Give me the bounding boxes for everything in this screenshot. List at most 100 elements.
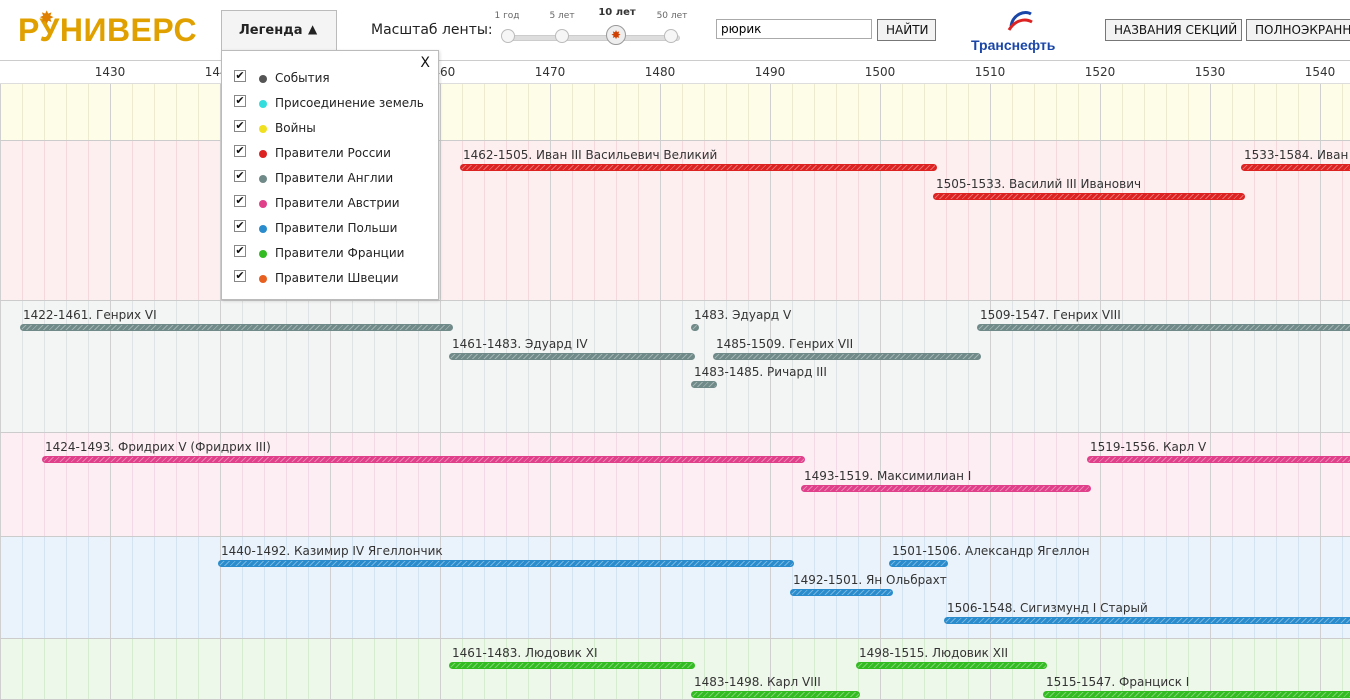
reign-bar[interactable] — [691, 381, 717, 388]
grid-line — [154, 433, 155, 536]
ruler-label[interactable]: 1505-1533. Василий III Иванович — [936, 176, 1142, 191]
ruler-label[interactable]: 1483-1498. Карл VIII — [694, 674, 821, 689]
fullscreen-button[interactable]: ПОЛНОЭКРАННЫЙ — [1246, 19, 1350, 41]
grid-line — [286, 639, 287, 699]
grid-line — [1100, 84, 1101, 140]
ruler-label[interactable]: 1492-1501. Ян Ольбрахт — [793, 572, 947, 587]
ruler-label[interactable]: 1422-1461. Генрих VI — [23, 308, 157, 322]
reign-bar[interactable] — [449, 352, 695, 360]
ruler-label[interactable]: 1440-1492. Казимир IV Ягеллончик — [221, 544, 443, 558]
legend-checkbox[interactable]: ✔ — [234, 69, 246, 82]
grid-line — [946, 84, 947, 140]
grid-line — [0, 301, 1, 432]
ruler-label[interactable]: 1462-1505. Иван III Васильевич Великий — [463, 148, 718, 162]
grid-line — [836, 84, 837, 140]
scale-slider-track[interactable] — [506, 35, 680, 41]
legend-checkbox[interactable]: ✔ — [234, 269, 246, 282]
reign-bar[interactable] — [42, 456, 805, 463]
scale-stop-5-years[interactable] — [555, 29, 569, 43]
close-icon[interactable]: X — [420, 55, 430, 71]
ruler-label[interactable]: 1515-1547. Франциск I — [1046, 674, 1190, 689]
legend-checkbox[interactable]: ✔ — [234, 119, 246, 132]
scale-option-label: 50 лет — [656, 11, 688, 21]
grid-line — [726, 301, 727, 432]
legend-item[interactable]: ✔ Присоединение земель — [234, 92, 434, 112]
grid-line — [176, 141, 177, 300]
grid-line — [0, 639, 1, 699]
search-input[interactable] — [716, 19, 872, 39]
grid-line — [110, 141, 111, 300]
legend-checkbox[interactable]: ✔ — [234, 244, 246, 257]
timeline-area[interactable]: 1462-1505. Иван III Васильевич Великий 15… — [0, 84, 1350, 700]
reign-bar[interactable] — [801, 484, 1091, 492]
ruler-label[interactable]: 1501-1506. Александр Ягеллон — [892, 544, 1090, 558]
grid-line — [1232, 84, 1233, 140]
legend-item[interactable]: ✔ Правители Англии — [234, 167, 434, 187]
reign-bar[interactable] — [1043, 690, 1350, 698]
grid-line — [1144, 301, 1145, 432]
reign-bar[interactable] — [889, 560, 948, 567]
reign-bar[interactable] — [856, 662, 1047, 669]
ruler-label[interactable]: 1485-1509. Генрих VII — [716, 336, 854, 351]
reign-bar[interactable] — [460, 164, 937, 171]
search-button[interactable]: НАЙТИ — [877, 19, 936, 41]
grid-line — [726, 433, 727, 536]
section-names-button[interactable]: НАЗВАНИЯ СЕКЦИЙ — [1105, 19, 1242, 41]
reign-bar[interactable] — [977, 324, 1350, 331]
scale-slider-handle[interactable]: ✸ — [606, 25, 626, 45]
reign-bar[interactable] — [944, 617, 1350, 624]
legend-checkbox[interactable]: ✔ — [234, 144, 246, 157]
ruler-label[interactable]: 1461-1483. Эдуард IV — [452, 336, 588, 351]
reign-bar[interactable] — [20, 324, 453, 331]
reign-bar[interactable] — [713, 352, 981, 360]
reign-bar[interactable] — [691, 690, 860, 698]
reign-bar[interactable] — [790, 588, 893, 596]
legend-color-dot-icon — [259, 225, 267, 233]
legend-checkbox[interactable]: ✔ — [234, 94, 246, 107]
reign-bar[interactable] — [1241, 164, 1350, 171]
scale-stop-50-years[interactable] — [664, 29, 678, 43]
grid-line — [440, 639, 441, 699]
ruler-label[interactable]: 1483-1485. Ричард III — [694, 365, 827, 379]
grid-line — [660, 84, 661, 140]
ruler-label[interactable]: 1424-1493. Фридрих V (Фридрих III) — [45, 440, 271, 454]
legend-item[interactable]: ✔ Правители Франции — [234, 242, 434, 262]
reign-bar[interactable] — [218, 560, 794, 567]
legend-toggle[interactable]: Легенда ▲ — [221, 10, 337, 50]
grid-line — [528, 84, 529, 140]
legend-item[interactable]: ✔ Правители Польши — [234, 217, 434, 237]
ruler-label[interactable]: 1493-1519. Максимилиан I — [804, 468, 972, 483]
runivers-logo[interactable]: ✸ РУНИВЕРС — [18, 10, 197, 49]
grid-line — [264, 537, 265, 638]
grid-line — [264, 301, 265, 432]
reign-bar[interactable] — [933, 192, 1245, 200]
legend-checkbox[interactable]: ✔ — [234, 219, 246, 232]
grid-line — [88, 141, 89, 300]
ruler-label[interactable]: 1498-1515. Людовик XII — [859, 646, 1009, 660]
sponsor-logo[interactable]: Транснефть — [971, 8, 1071, 56]
grid-line — [792, 433, 793, 536]
legend-item[interactable]: ✔ Войны — [234, 117, 434, 137]
reign-bar[interactable] — [449, 662, 695, 669]
legend-color-dot-icon — [259, 175, 267, 183]
grid-line — [990, 639, 991, 699]
grid-line — [880, 301, 881, 432]
legend-item[interactable]: ✔ Правители России — [234, 142, 434, 162]
legend-item[interactable]: ✔ Правители Швеции — [234, 267, 434, 287]
reign-bar[interactable] — [1087, 456, 1350, 463]
ruler-label[interactable]: 1533-1584. Иван IV — [1244, 148, 1350, 162]
ruler-label[interactable]: 1461-1483. Людовик XI — [452, 646, 598, 660]
ruler-label[interactable]: 1506-1548. Сигизмунд I Старый — [947, 601, 1148, 615]
ruler-label[interactable]: 1483. Эдуард V — [694, 308, 792, 322]
legend-item[interactable]: ✔ Правители Австрии — [234, 192, 434, 212]
scale-stop-1-year[interactable] — [501, 29, 515, 43]
grid-line — [572, 141, 573, 300]
ruler-label[interactable]: 1519-1556. Карл V — [1090, 440, 1207, 454]
grid-line — [110, 639, 111, 699]
legend-checkbox[interactable]: ✔ — [234, 169, 246, 182]
legend-checkbox[interactable]: ✔ — [234, 194, 246, 207]
grid-line — [1100, 537, 1101, 638]
ruler-label[interactable]: 1509-1547. Генрих VIII — [980, 308, 1121, 322]
reign-bar[interactable] — [691, 324, 699, 331]
legend-item[interactable]: ✔ События — [234, 67, 434, 87]
